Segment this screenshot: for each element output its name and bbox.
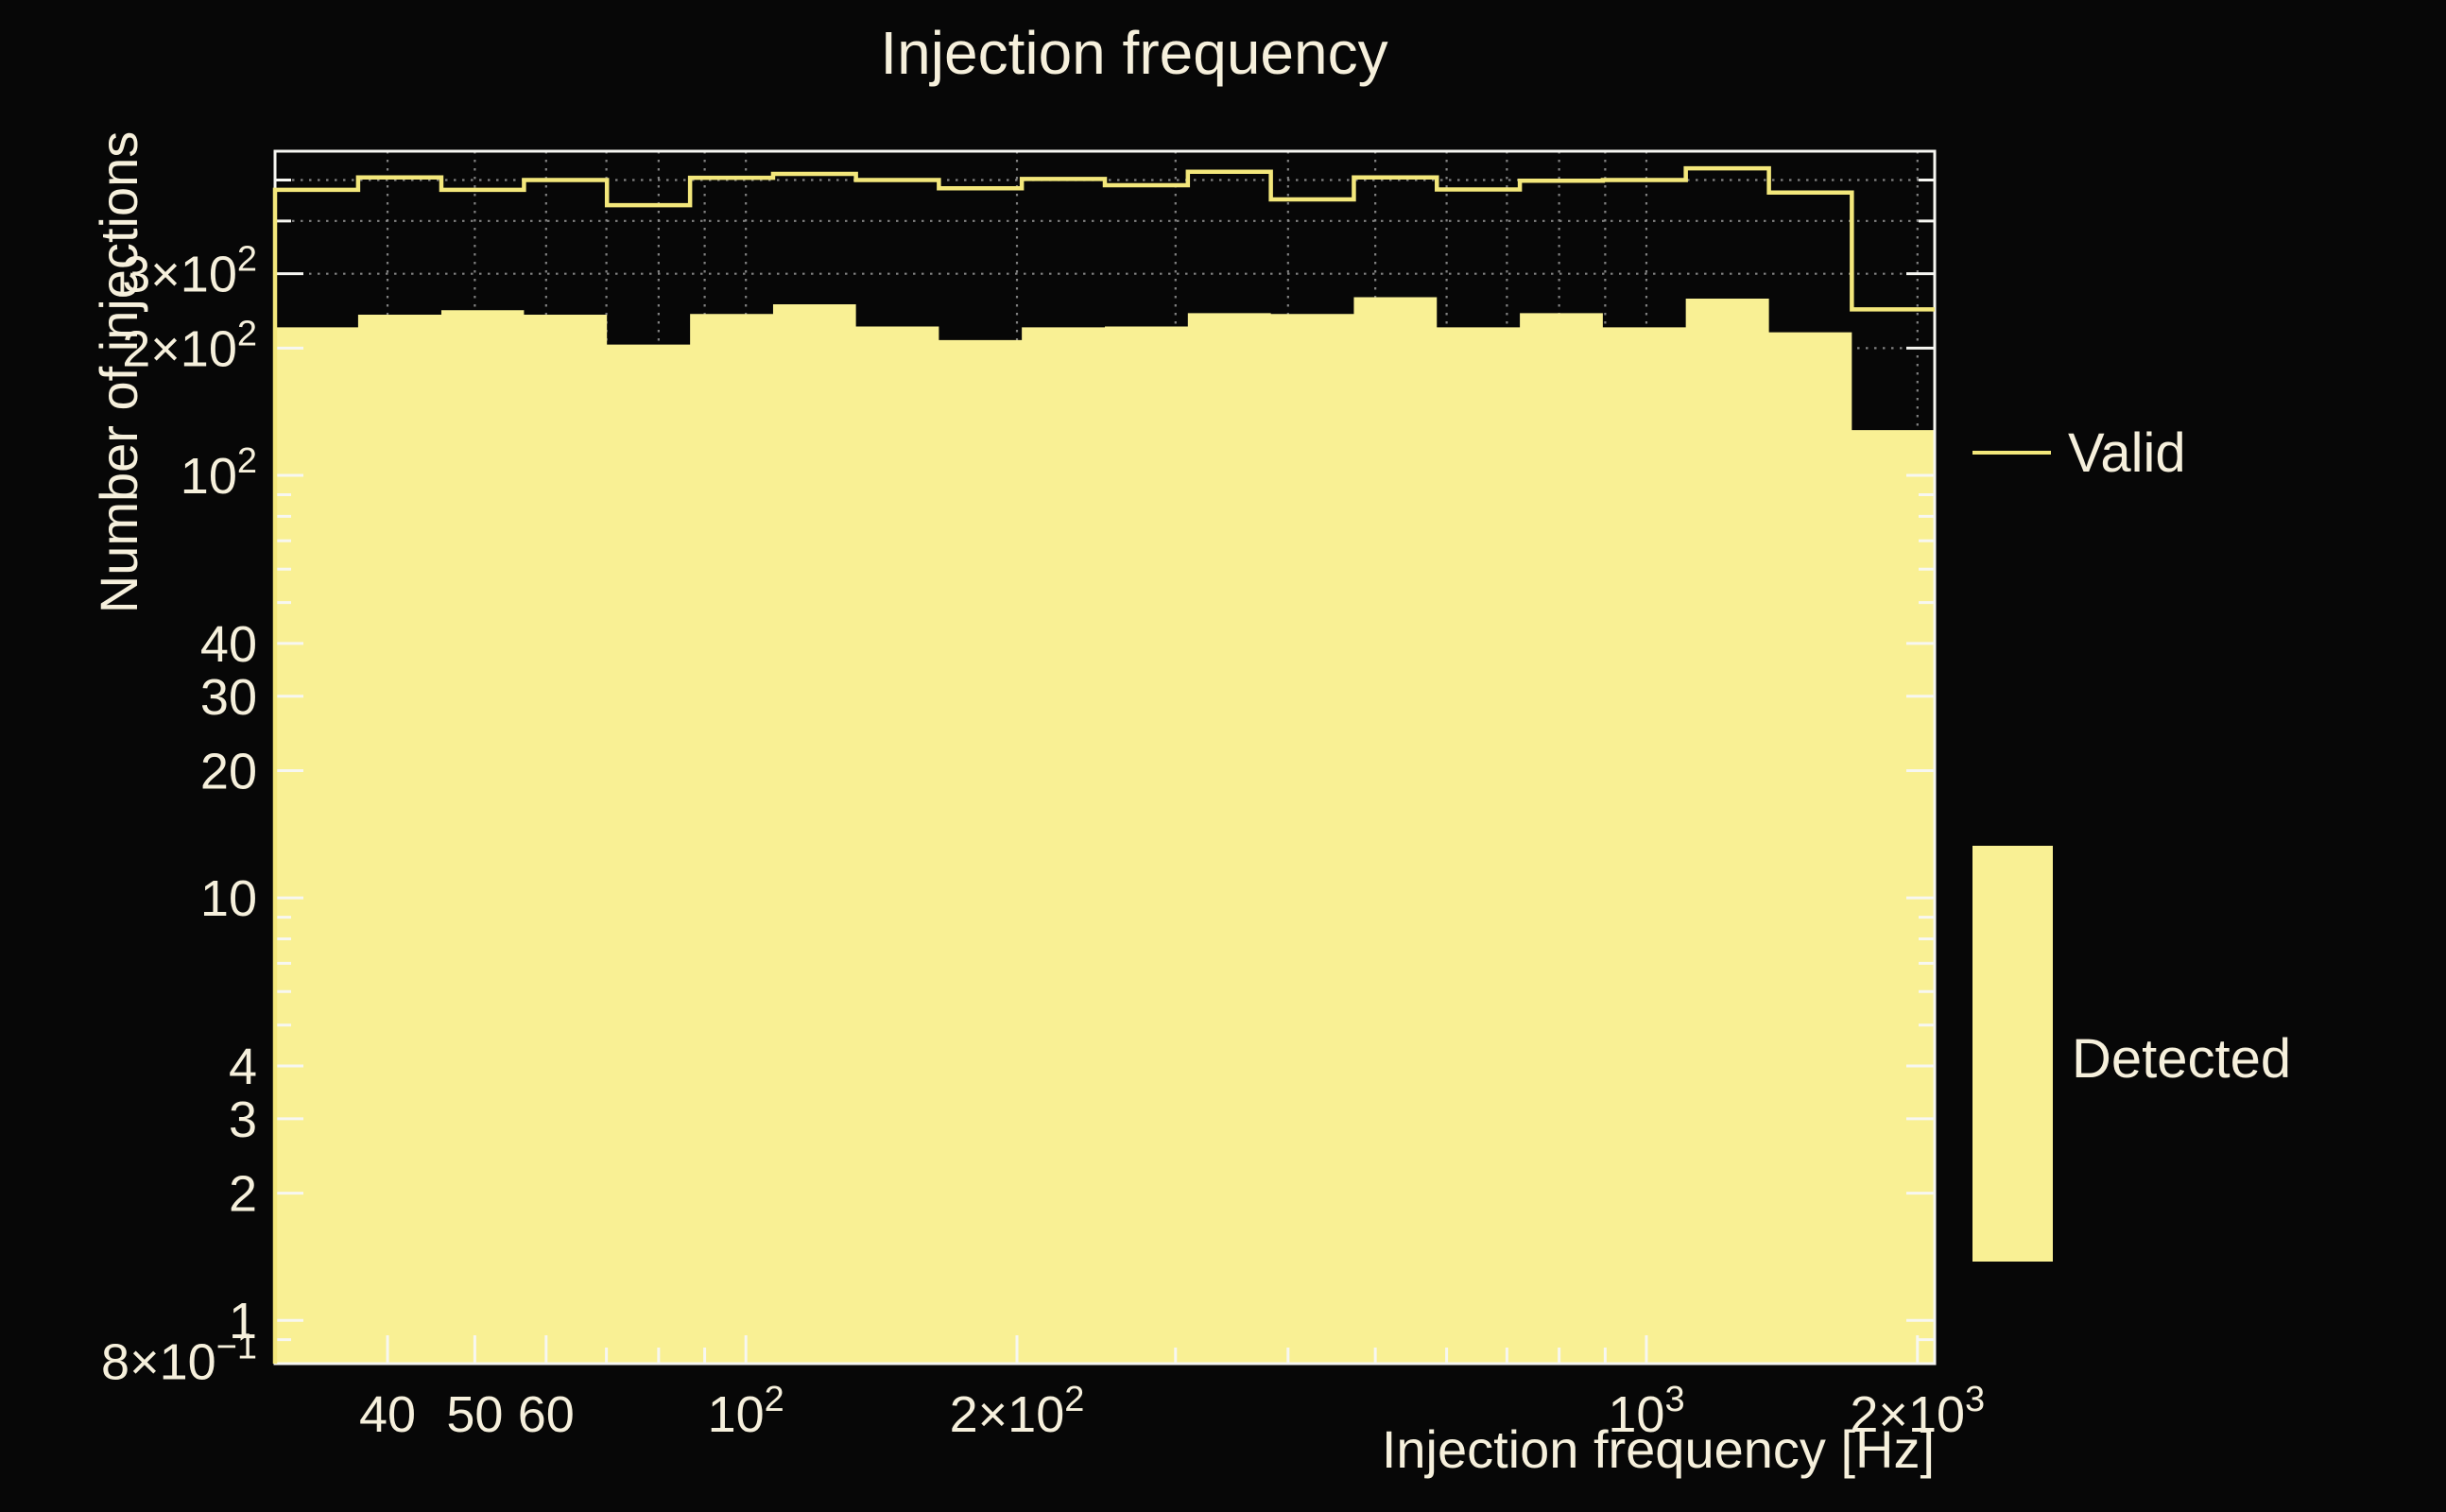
x-tick-label: 2×103 — [1850, 1380, 1985, 1443]
chart-title: Injection frequency — [880, 19, 1387, 87]
x-tick-label: 103 — [1608, 1380, 1684, 1443]
axis-ticks — [275, 178, 1935, 1364]
y-tick-label: 30 — [200, 669, 257, 726]
y-tick-label: 1 — [229, 1293, 257, 1349]
x-tick-label: 102 — [708, 1380, 784, 1443]
y-axis-label: Number of injections — [89, 131, 148, 613]
x-tick-label: 60 — [518, 1386, 575, 1443]
legend-valid-label: Valid — [2068, 422, 2186, 484]
y-tick-label: 10 — [200, 870, 257, 927]
x-tick-label: 2×102 — [950, 1380, 1085, 1443]
y-tick-label: 4 — [229, 1039, 257, 1095]
legend-detected-patch-swatch — [1972, 846, 2053, 1262]
y-tick-label: 8×10−1 — [101, 1328, 257, 1391]
x-axis-label: Injection frequency [Hz] — [1382, 1419, 1935, 1479]
tick-labels: 40 50 60 102 2×102 103 2×1033×1022×10210240302… — [101, 240, 1985, 1443]
y-tick-label: 2 — [229, 1166, 257, 1223]
valid-histogram-line — [272, 165, 1935, 1364]
legend: Valid Detected — [1972, 422, 2291, 1262]
y-tick-label: 102 — [181, 441, 257, 505]
x-tick-label: 40 — [359, 1386, 416, 1443]
y-tick-label: 3×102 — [122, 240, 257, 303]
y-tick-label: 40 — [200, 616, 257, 673]
y-tick-label: 3 — [229, 1091, 257, 1148]
y-tick-label: 20 — [200, 744, 257, 800]
x-tick-label: 50 — [446, 1386, 503, 1443]
y-tick-label: 2×102 — [122, 314, 257, 377]
detected-histogram-fill — [275, 297, 1935, 1364]
legend-detected-label: Detected — [2072, 1028, 2291, 1090]
